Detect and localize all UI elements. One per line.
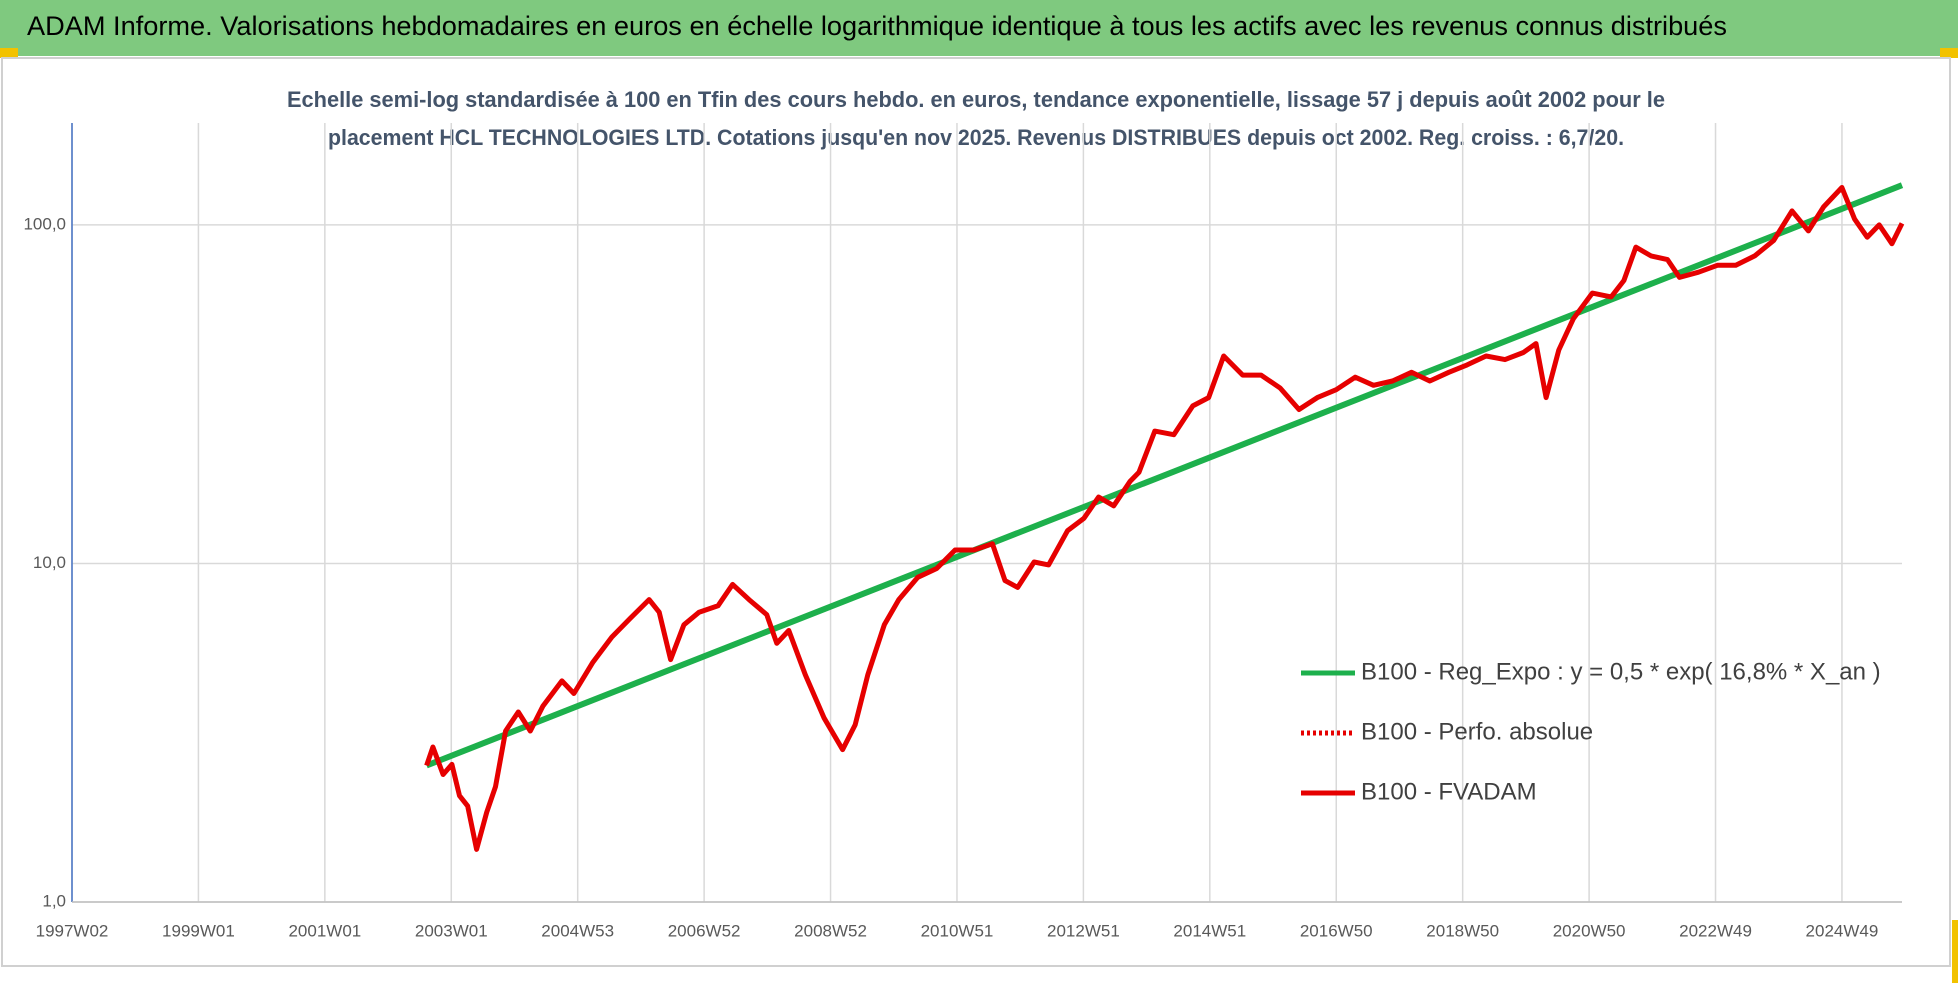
legend-label: B100 - Perfo. absolue: [1361, 718, 1593, 745]
y-tick-label: 100,0: [23, 214, 66, 233]
data-line: [425, 182, 1904, 769]
data-line: [424, 185, 1905, 852]
corner: [1952, 920, 1958, 983]
x-tick-label: 2004W53: [541, 921, 614, 940]
y-tick-label: 1,0: [42, 891, 66, 910]
legend-label: B100 - FVADAM: [1361, 778, 1537, 805]
x-tick-label: 2022W49: [1679, 921, 1752, 940]
corner: [0, 48, 18, 58]
x-tick-label: 2003W01: [415, 921, 488, 940]
x-tick-label: 1999W01: [162, 921, 235, 940]
y-tick-label: 10,0: [33, 553, 66, 572]
x-tick-label: 2008W52: [794, 921, 867, 940]
x-tick-label: 2001W01: [288, 921, 361, 940]
page-title: ADAM Informe. Valorisations hebdomadaire…: [27, 11, 1727, 41]
chart-subtitle: placement HCL TECHNOLOGIES LTD. Cotation…: [328, 125, 1624, 150]
x-tick-label: 2016W50: [1300, 921, 1373, 940]
frame: [1, 57, 1951, 967]
x-tick-label: 2018W50: [1426, 921, 1499, 940]
x-tick-label: 2020W50: [1553, 921, 1626, 940]
x-tick-label: 1997W02: [36, 921, 109, 940]
x-tick-label: 2014W51: [1173, 921, 1246, 940]
x-tick-label: 2006W52: [668, 921, 741, 940]
chart-subtitle: Echelle semi-log standardisée à 100 en T…: [287, 87, 1665, 112]
corner: [1940, 48, 1958, 58]
legend-label: B100 - Reg_Expo : y = 0,5 * exp( 16,8% *…: [1361, 658, 1881, 685]
header-bar: [0, 0, 1958, 56]
x-tick-label: 2012W51: [1047, 921, 1120, 940]
x-tick-label: 2010W51: [921, 921, 994, 940]
x-tick-label: 2024W49: [1806, 921, 1879, 940]
